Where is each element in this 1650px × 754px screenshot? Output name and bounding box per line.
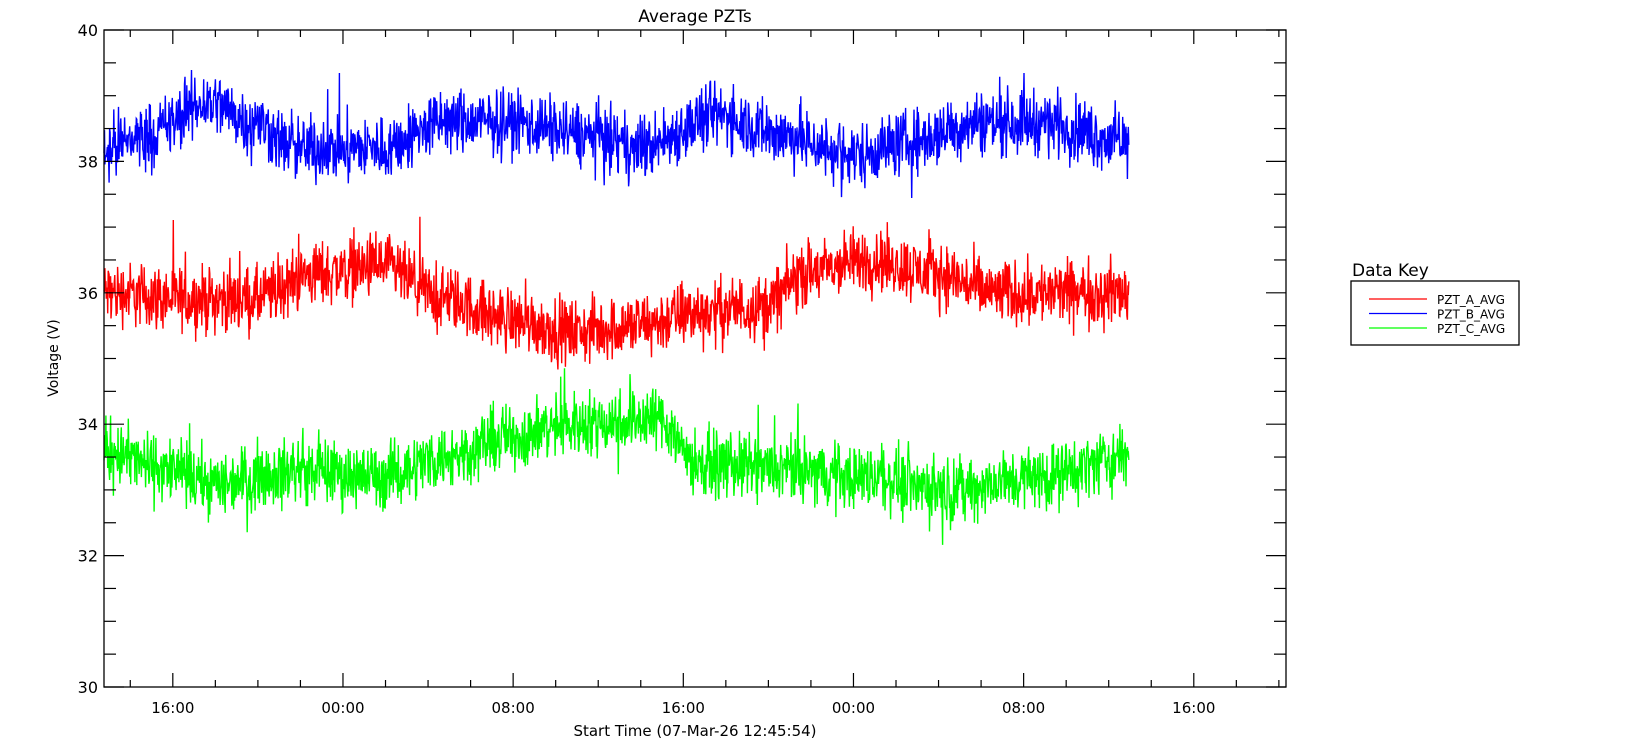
y-axis-label: Voltage (V): [46, 319, 62, 396]
legend-label: PZT_A_AVG: [1437, 293, 1505, 307]
series-line-pzt-a-avg: [103, 216, 1130, 370]
series-layer: [103, 69, 1130, 545]
legend-box: [1350, 280, 1520, 346]
y-tick-label: 32: [78, 547, 98, 566]
x-axis-label: Start Time (07-Mar-26 12:45:54): [573, 722, 816, 740]
y-tick-label: 38: [78, 152, 98, 171]
x-tick-label: 08:00: [1002, 699, 1045, 717]
x-tick-label: 16:00: [662, 699, 705, 717]
x-tick-label: 08:00: [492, 699, 535, 717]
legend-label: PZT_C_AVG: [1437, 322, 1505, 336]
legend-title: Data Key: [1352, 261, 1429, 281]
legend-label: PZT_B_AVG: [1437, 308, 1505, 322]
y-tick-label: 36: [78, 284, 98, 303]
series-line-pzt-b-avg: [103, 69, 1130, 199]
x-tick-label: 00:00: [321, 699, 364, 717]
y-tick-label: 30: [78, 678, 98, 697]
series-line-pzt-c-avg: [103, 368, 1130, 545]
y-tick-label: 34: [78, 415, 98, 434]
x-tick-label: 16:00: [151, 699, 194, 717]
axes: 30 32 34 36 38 40 16:00 00:00 08:00 16:00 00:00 08:…: [78, 21, 1287, 717]
y-tick-label: 40: [78, 21, 98, 40]
x-tick-label: 00:00: [832, 699, 875, 717]
x-tick-label: 16:00: [1172, 699, 1215, 717]
chart-title: Average PZTs: [638, 7, 752, 27]
